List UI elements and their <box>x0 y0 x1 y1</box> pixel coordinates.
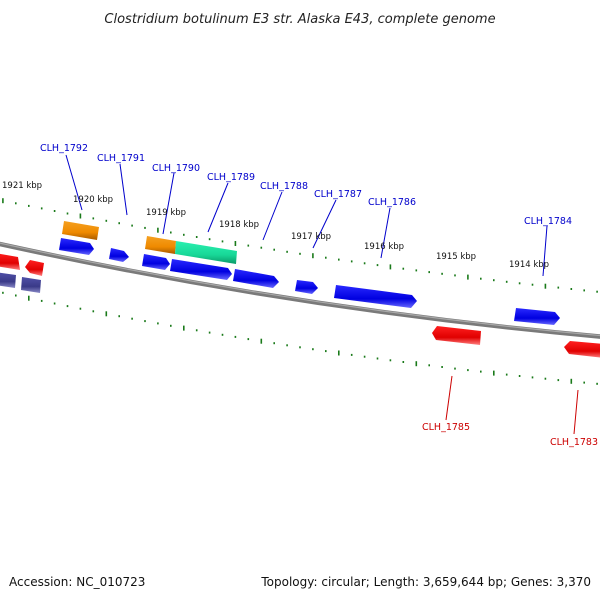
gene-arrow[interactable] <box>295 280 318 294</box>
lower-tick-track <box>2 291 598 385</box>
genome-backbone <box>0 241 600 339</box>
tick-label: 1918 kbp <box>219 220 259 230</box>
forward-genes <box>59 238 560 325</box>
tick-label: 1921 kbp <box>2 181 42 191</box>
gene-label-clh-1785[interactable]: CLH_1785 <box>422 422 470 433</box>
gene-arrow[interactable] <box>233 269 279 288</box>
reverse-genes <box>0 253 600 358</box>
tick-label: 1919 kbp <box>146 208 186 218</box>
genome-summary-text: Topology: circular; Length: 3,659,644 bp… <box>260 575 591 589</box>
gene-label-clh-1788[interactable]: CLH_1788 <box>260 181 308 192</box>
gene-arrow[interactable] <box>564 341 600 358</box>
gene-label-clh-1791[interactable]: CLH_1791 <box>97 153 145 164</box>
accession-text: Accession: NC_010723 <box>9 575 145 589</box>
gene-arrow[interactable] <box>334 285 417 308</box>
tick-label: 1916 kbp <box>364 242 404 252</box>
tick-label: 1914 kbp <box>509 260 549 270</box>
gene-label-clh-1787[interactable]: CLH_1787 <box>314 189 362 200</box>
gene-arrow[interactable] <box>25 260 44 276</box>
gene-arrow[interactable] <box>59 238 94 255</box>
gene-label-clh-1783[interactable]: CLH_1783 <box>550 437 598 448</box>
gene-arrow[interactable] <box>432 326 481 345</box>
gene-labels: CLH_1792 CLH_1791 CLH_1790 CLH_1789 CLH_… <box>40 143 598 448</box>
gene-label-clh-1792[interactable]: CLH_1792 <box>40 143 88 154</box>
upper-tick-track <box>2 198 598 293</box>
other-features <box>62 221 237 264</box>
gene-arrow[interactable] <box>0 253 20 270</box>
map-title: Clostridium botulinum E3 str. Alaska E43… <box>104 12 495 27</box>
tick-labels: 1921 kbp 1920 kbp 1919 kbp 1918 kbp 1917… <box>2 181 549 270</box>
gene-arrow[interactable] <box>170 259 232 280</box>
orange-feature[interactable] <box>62 221 99 240</box>
gene-arrow[interactable] <box>21 277 41 293</box>
gene-label-clh-1784[interactable]: CLH_1784 <box>524 216 572 227</box>
tick-label: 1917 kbp <box>291 232 331 242</box>
tick-label: 1915 kbp <box>436 252 476 262</box>
gene-arrow[interactable] <box>142 254 170 270</box>
tick-label: 1920 kbp <box>73 195 113 205</box>
teal-feature[interactable] <box>175 241 237 264</box>
orange-feature[interactable] <box>145 236 176 254</box>
gene-arrow[interactable] <box>514 308 560 325</box>
gene-label-clh-1786[interactable]: CLH_1786 <box>368 197 416 208</box>
gene-label-clh-1790[interactable]: CLH_1790 <box>152 163 200 174</box>
gene-label-clh-1789[interactable]: CLH_1789 <box>207 172 255 183</box>
gene-arrow[interactable] <box>109 248 129 262</box>
gene-arrow[interactable] <box>0 272 16 288</box>
